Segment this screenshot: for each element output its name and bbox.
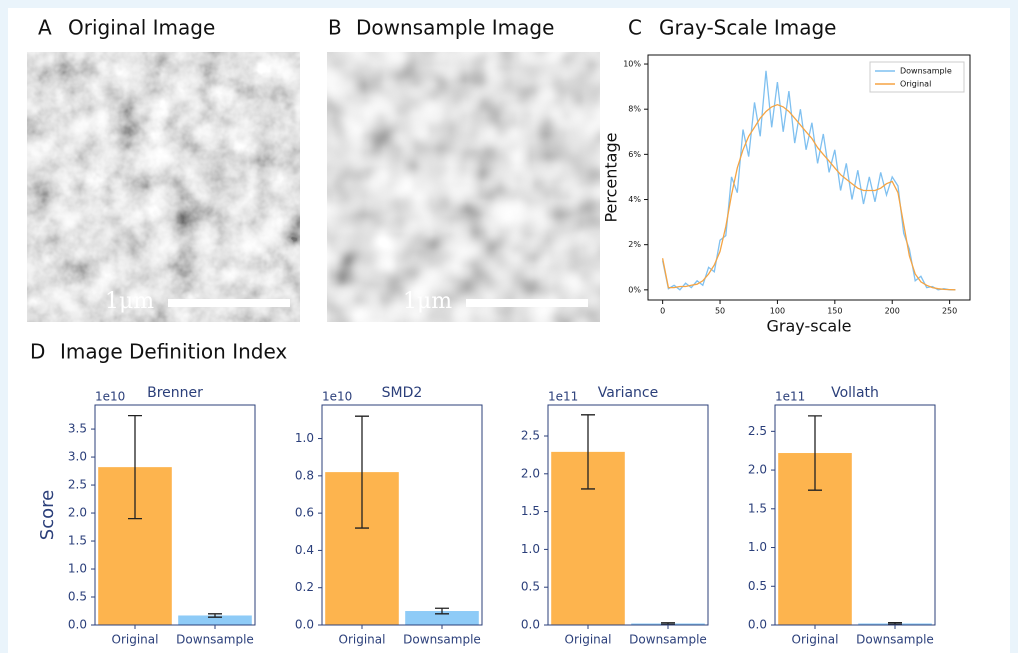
y-tick-label: 2.0 — [68, 506, 87, 520]
x-tick-label: Downsample — [629, 633, 707, 647]
chart-title: SMD2 — [382, 385, 423, 401]
plot-frame — [547, 404, 709, 626]
y-tick-label: 1.5 — [68, 534, 87, 548]
y-tick-label: 4% — [628, 195, 641, 204]
y-tick-label: 0.5 — [748, 579, 767, 593]
y-tick-label: 1.5 — [521, 504, 540, 518]
x-tick-label: Original — [792, 633, 839, 647]
x-tick-label: 100 — [770, 307, 785, 316]
panel-letter: A — [38, 16, 52, 40]
error-bar — [355, 415, 369, 529]
x-tick-label: Downsample — [856, 633, 934, 647]
x-tick-label: Original — [339, 633, 386, 647]
error-bar — [581, 414, 595, 490]
chart-title: Variance — [598, 385, 658, 401]
legend-label: Original — [900, 80, 931, 89]
offset-label: 1e11 — [548, 390, 578, 404]
y-tick-label: 2% — [628, 240, 641, 249]
scale-label: 1μm — [403, 289, 452, 314]
y-tick-label: 2.5 — [521, 428, 540, 442]
bar — [178, 615, 252, 625]
y-axis-label: Score — [37, 490, 58, 540]
error-bar — [661, 622, 675, 625]
y-tick-label: 0.0 — [295, 618, 314, 632]
x-tick-label: 200 — [885, 307, 900, 316]
plot-frame — [321, 404, 483, 626]
y-tick-label: 3.0 — [68, 450, 87, 464]
panel-title: Original Image — [68, 16, 215, 40]
bar — [405, 611, 479, 625]
y-tick-label: 6% — [628, 150, 641, 159]
y-tick-label: 0.0 — [68, 618, 87, 632]
x-tick-label: 250 — [942, 307, 957, 316]
y-tick-label: 0.8 — [295, 468, 314, 482]
scale-label: 1μm — [105, 289, 154, 314]
y-tick-label: 0% — [628, 285, 641, 294]
x-tick-label: Original — [112, 633, 159, 647]
y-tick-label: 2.5 — [748, 424, 767, 438]
offset-label: 1e10 — [322, 390, 352, 404]
legend-label: Downsample — [900, 67, 952, 76]
x-axis-label: Gray-scale — [767, 317, 852, 336]
y-tick-label: 0.5 — [68, 590, 87, 604]
y-tick-label: 0.6 — [295, 506, 314, 520]
plot-frame — [94, 404, 256, 626]
y-tick-label: 1.0 — [521, 542, 540, 556]
y-tick-label: 2.5 — [68, 478, 87, 492]
panel-letter: D — [30, 340, 45, 364]
offset-label: 1e10 — [95, 390, 125, 404]
y-tick-label: 10% — [623, 60, 641, 69]
panel-title: Gray-Scale Image — [659, 16, 836, 40]
x-tick-label: 50 — [715, 307, 725, 316]
y-tick-label: 1.0 — [68, 562, 87, 576]
panel-title: Downsample Image — [356, 16, 554, 40]
y-tick-label: 2.0 — [521, 466, 540, 480]
y-tick-label: 3.5 — [68, 422, 87, 436]
plot-frame — [774, 404, 936, 626]
x-tick-label: Downsample — [176, 633, 254, 647]
x-tick-label: 150 — [827, 307, 842, 316]
chart-title: Vollath — [831, 385, 879, 401]
y-tick-label: 2.0 — [748, 463, 767, 477]
y-tick-label: 0.5 — [521, 580, 540, 594]
panel-letter: C — [628, 16, 642, 40]
error-bar — [888, 622, 902, 625]
plot-frame — [647, 54, 971, 301]
x-tick-label: Original — [565, 633, 612, 647]
micrograph — [27, 52, 300, 322]
error-bar — [808, 415, 822, 491]
panel-title: Image Definition Index — [60, 340, 287, 364]
legend-box — [869, 61, 965, 93]
y-tick-label: 0.4 — [295, 543, 314, 557]
x-tick-label: Downsample — [403, 633, 481, 647]
y-tick-label: 0.0 — [748, 618, 767, 632]
micrograph — [327, 52, 600, 322]
chart-title: Brenner — [147, 385, 203, 401]
y-tick-label: 1.0 — [748, 540, 767, 554]
line-series — [661, 104, 956, 291]
offset-label: 1e11 — [775, 390, 805, 404]
y-tick-label: 0.2 — [295, 580, 314, 594]
x-tick-label: 0 — [660, 307, 665, 316]
y-tick-label: 0.0 — [521, 618, 540, 632]
y-tick-label: 8% — [628, 105, 641, 114]
error-bar — [435, 607, 449, 615]
y-tick-label: 1.0 — [295, 431, 314, 445]
y-tick-label: 1.5 — [748, 501, 767, 515]
y-axis-label: Percentage — [602, 132, 621, 222]
error-bar — [128, 414, 142, 520]
error-bar — [208, 613, 222, 618]
panel-letter: B — [328, 16, 342, 40]
